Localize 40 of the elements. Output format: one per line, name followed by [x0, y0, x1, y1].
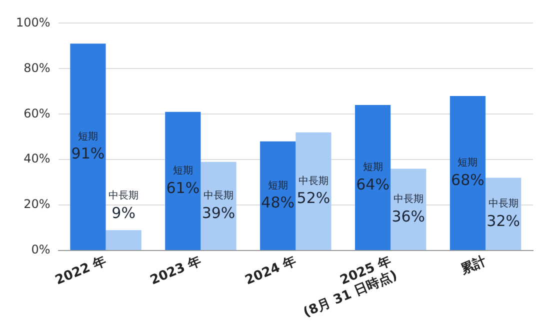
text: 短期 [172, 166, 193, 177]
x-tick-label: 2025 年 (8月 31 日時点) [300, 254, 400, 321]
bar [200, 162, 236, 250]
data-label: 36% [392, 207, 426, 226]
text: 中長期 [108, 190, 139, 202]
data-label: 64% [356, 175, 390, 194]
data-label: 32% [486, 212, 520, 230]
bar [390, 168, 426, 250]
text: 中長期 [488, 198, 518, 210]
text: 短期 [78, 131, 98, 142]
y-tick-label: 40% [24, 152, 50, 166]
bar [70, 44, 106, 250]
bar [260, 141, 296, 250]
series-label: 中長期 [204, 190, 234, 202]
y-tick-label: 80% [24, 60, 50, 75]
x-tick-label: 累計 [457, 252, 488, 278]
text: 中長期 [393, 194, 424, 205]
data-label: 61% [166, 178, 200, 197]
data-label: 39% [202, 204, 236, 222]
text: 短期 [458, 158, 478, 169]
text: 中長期 [298, 176, 328, 187]
data-label: 68% [451, 170, 484, 189]
data-label: 91% [71, 144, 105, 163]
x-tick-label: 2022 年 [53, 254, 109, 288]
bar [165, 112, 201, 250]
series-label: 短期 [362, 161, 383, 174]
bar [106, 230, 142, 250]
bar [450, 96, 486, 250]
x-tick-label: 2024 年 [243, 254, 299, 288]
y-tick-label: 100% [16, 15, 50, 30]
data-label: 52% [296, 189, 330, 208]
bar [354, 105, 391, 250]
y-tick-label: 60% [24, 106, 50, 120]
x-tick-label: 2023 年 [148, 254, 204, 288]
data-label: 48% [261, 194, 295, 212]
bar [296, 132, 332, 250]
y-tick-label: 20% [24, 197, 50, 212]
data-label: 9% [112, 204, 136, 222]
y-tick-label: 0% [31, 242, 50, 257]
text: 短期 [268, 180, 288, 192]
